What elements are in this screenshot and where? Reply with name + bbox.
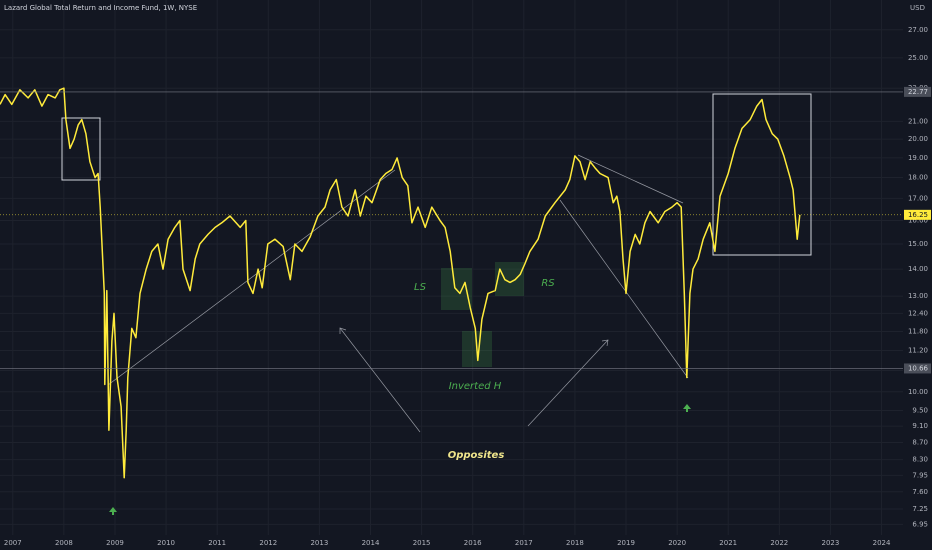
y-tick-label: 8.70 — [912, 439, 928, 447]
chart-title: Lazard Global Total Return and Income Fu… — [4, 4, 197, 12]
annotation: Opposites — [448, 450, 505, 461]
y-tick-label: 16.00 — [908, 216, 928, 224]
annotation: Inverted H — [449, 381, 502, 392]
price-label: 10.66 — [908, 364, 929, 372]
y-tick-label: 17.00 — [908, 194, 928, 202]
last-price-label: 16.25 — [908, 211, 928, 219]
x-tick-label: 2015 — [413, 539, 431, 547]
y-tick-label: 9.50 — [912, 406, 928, 414]
x-tick-label: 2010 — [157, 539, 175, 547]
x-tick-label: 2022 — [770, 539, 788, 547]
y-tick-label: 11.80 — [908, 327, 928, 335]
x-tick-label: 2008 — [55, 539, 73, 547]
x-tick-label: 2012 — [259, 539, 277, 547]
grid — [0, 0, 903, 535]
x-tick-label: 2017 — [515, 539, 533, 547]
price-label-box — [904, 86, 931, 97]
annotation: LS — [414, 282, 427, 293]
up-arrows — [109, 404, 691, 515]
x-tick-label: 2007 — [4, 539, 22, 547]
y-tick-label: 27.00 — [908, 26, 928, 34]
x-tick-label: 2023 — [822, 539, 840, 547]
highlight-boxes — [61, 93, 812, 256]
drawings — [107, 154, 689, 433]
plot — [0, 87, 903, 479]
x-tick-label: 2011 — [208, 539, 226, 547]
y-tick-label: 25.00 — [908, 54, 928, 62]
y-tick-label: 9.10 — [912, 422, 928, 430]
price-label: 22.77 — [908, 88, 928, 96]
y-tick-label: 10.00 — [908, 388, 928, 396]
up-arrow — [683, 404, 691, 412]
last-price-box — [904, 209, 931, 220]
x-tick-label: 2014 — [362, 539, 380, 547]
annotation: RS — [541, 278, 555, 289]
box — [61, 117, 101, 181]
rs-box — [495, 262, 524, 296]
y-tick-label: 21.00 — [908, 117, 928, 125]
arrow-head — [339, 327, 347, 334]
y-tick-label: 14.00 — [908, 265, 928, 273]
y-tick-label: 7.60 — [912, 488, 928, 496]
price-line — [0, 87, 801, 479]
box — [712, 93, 812, 256]
price-label-box — [904, 363, 931, 374]
y-tick-label: 19.00 — [908, 154, 928, 162]
x-tick-label: 2021 — [719, 539, 737, 547]
y-tick-label: 15.00 — [908, 240, 928, 248]
x-tick-label: 2019 — [617, 539, 635, 547]
currency: USD — [910, 4, 925, 12]
arrow-line — [339, 327, 421, 433]
x-tick-label: 2020 — [668, 539, 686, 547]
y-tick-label: 13.00 — [908, 292, 928, 300]
y-tick-label: 7.25 — [912, 505, 928, 513]
y-tick-label: 12.40 — [908, 309, 928, 317]
y-tick-label: 6.95 — [912, 520, 928, 528]
y-tick-label: 7.95 — [912, 471, 928, 479]
trend-line — [577, 154, 684, 204]
arrow-line — [527, 339, 609, 427]
y-tick-label: 8.30 — [912, 456, 928, 464]
x-tick-label: 2016 — [464, 539, 482, 547]
arrow-head — [601, 339, 609, 347]
x-tick-label: 2024 — [873, 539, 891, 547]
x-tick-label: 2018 — [566, 539, 584, 547]
up-arrow — [109, 507, 117, 515]
y-tick-label: 18.00 — [908, 174, 928, 182]
x-tick-label: 2009 — [106, 539, 124, 547]
trend-line — [107, 169, 396, 386]
x-tick-label: 2013 — [310, 539, 328, 547]
trend-line — [559, 199, 689, 379]
y-tick-label: 11.20 — [908, 346, 928, 354]
y-tick-label: 20.00 — [908, 135, 928, 143]
